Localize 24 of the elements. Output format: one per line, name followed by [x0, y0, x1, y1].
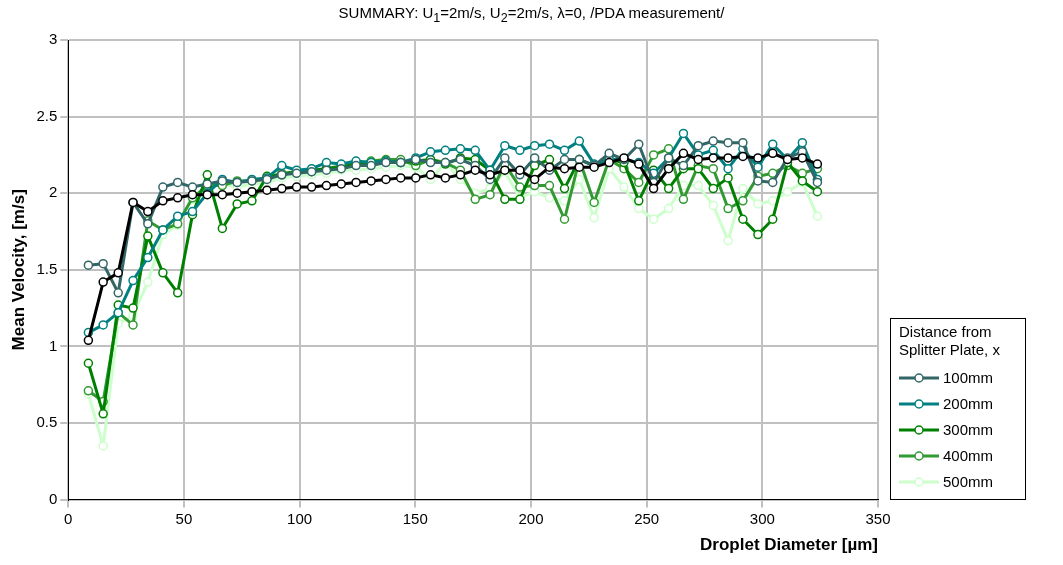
y-tick-label: 1	[48, 336, 58, 354]
x-tick-label: 350	[865, 509, 891, 527]
x-tick-label: 250	[634, 509, 660, 527]
chart-title: SUMMARY: U$_{1}$=2m/s, U$_{2}$=2m/s, λ=0, /PDA measurement/	[337, 4, 726, 25]
legend-label: 400mm	[943, 447, 994, 465]
y-tick-label: 2	[48, 183, 58, 201]
y-axis-title: Mean Velocity, [m/s]	[8, 189, 28, 351]
legend-label: 200mm	[943, 395, 994, 413]
x-axis-title: Droplet Diameter [µm]	[700, 535, 878, 555]
legend-label: 300mm	[943, 421, 994, 439]
y-tick-label: 0.5	[36, 413, 58, 431]
legend-label: 100mm	[943, 369, 994, 387]
x-tick-label: 0	[64, 509, 73, 527]
legend-title: Distance from Splitter Plate, x	[899, 322, 1001, 359]
y-tick-label: 3	[48, 30, 58, 48]
x-tick-label: 50	[175, 509, 193, 527]
y-tick-label: 2.5	[36, 106, 58, 124]
x-tick-label: 100	[287, 509, 313, 527]
legend-label: 500mm	[943, 473, 994, 491]
x-tick-label: 150	[402, 509, 428, 527]
x-tick-label: 200	[518, 509, 544, 527]
y-tick-label: 0	[48, 489, 58, 507]
x-tick-label: 300	[749, 509, 775, 527]
y-tick-label: 1.5	[36, 259, 58, 277]
